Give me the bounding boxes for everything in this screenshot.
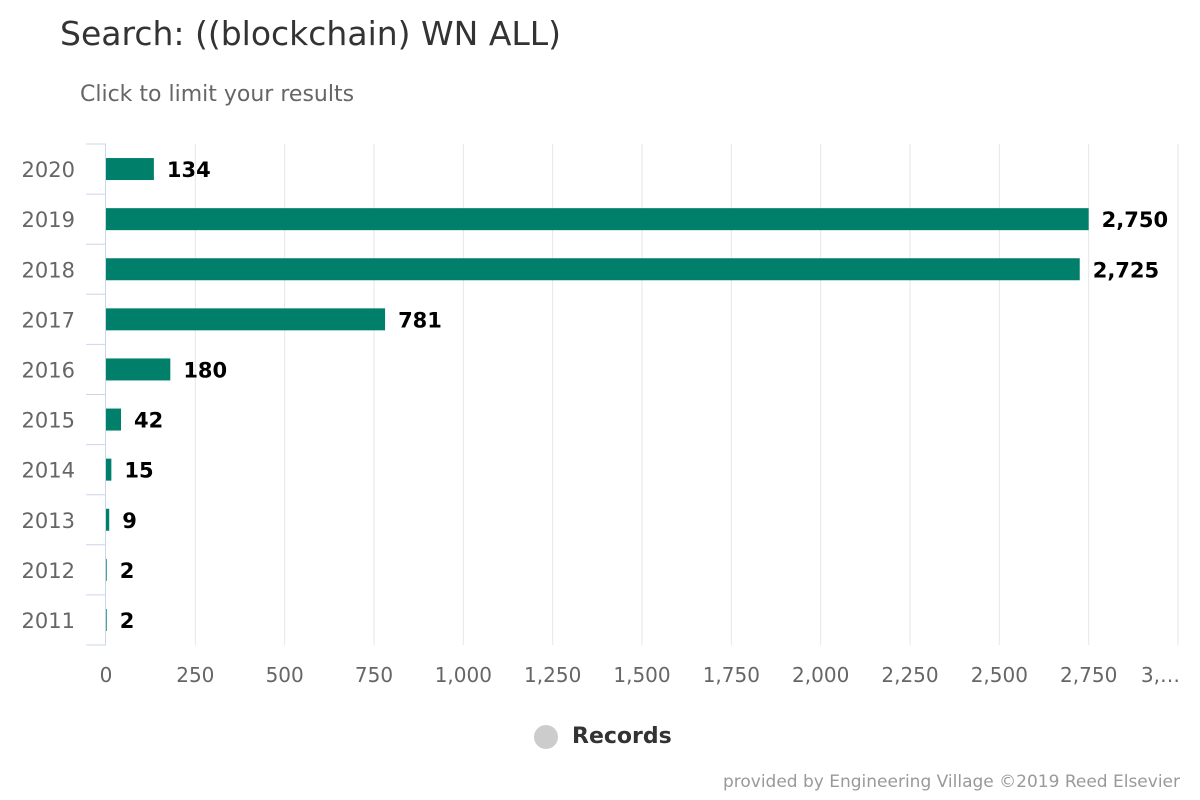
bar-2018[interactable] xyxy=(106,258,1080,281)
data-label-2017: 781 xyxy=(398,308,442,332)
bar-2016[interactable] xyxy=(106,358,171,381)
data-label-2011: 2 xyxy=(120,609,135,633)
legend-label: Records xyxy=(572,724,672,749)
bar-2017[interactable] xyxy=(106,308,386,331)
data-label-2019: 2,750 xyxy=(1102,208,1168,232)
y-tick-label-2012: 2012 xyxy=(22,559,75,583)
y-tick-label-2017: 2017 xyxy=(22,308,75,332)
y-tick-labels: 2020 2019 2018 2017 2016 2015 2014 2013 2012 2011 xyxy=(22,158,75,633)
bar-2012[interactable] xyxy=(106,558,107,581)
bar-2011[interactable] xyxy=(106,608,107,631)
y-tick-label-2019: 2019 xyxy=(22,208,75,232)
data-label-2014: 15 xyxy=(124,459,153,483)
y-tick-label-2013: 2013 xyxy=(22,509,75,533)
y-tick-label-2018: 2018 xyxy=(22,258,75,282)
credits-link[interactable]: provided by Engineering Village ©2019 Re… xyxy=(722,772,1180,792)
y-tick-label-2020: 2020 xyxy=(22,158,75,182)
x-tick-label: 1,000 xyxy=(435,663,492,687)
x-tick-label: 2,250 xyxy=(881,663,938,687)
chart-subtitle: Click to limit your results xyxy=(80,82,355,107)
bar-2019[interactable] xyxy=(106,208,1089,231)
data-labels: 134 2,750 2,725 781 180 42 15 9 2 2 xyxy=(120,158,1168,633)
bars xyxy=(106,158,1089,631)
y-axis xyxy=(86,143,106,646)
bar-2013[interactable] xyxy=(106,508,110,531)
x-tick-label: 1,500 xyxy=(613,663,670,687)
x-tick-label: 2,500 xyxy=(971,663,1028,687)
x-tick-label: 2,000 xyxy=(792,663,849,687)
x-tick-label: 0 xyxy=(100,663,113,687)
x-tick-label: 2,750 xyxy=(1060,663,1117,687)
bar-2014[interactable] xyxy=(106,458,112,481)
data-label-2020: 134 xyxy=(167,158,211,182)
x-tick-label: 1,250 xyxy=(524,663,581,687)
y-tick-label-2016: 2016 xyxy=(22,358,75,382)
x-tick-labels: 0 250 500 750 1,000 1,250 1,500 1,750 2,000 2,250… xyxy=(100,663,1180,687)
data-label-2016: 180 xyxy=(183,358,227,382)
y-tick-label-2011: 2011 xyxy=(22,609,75,633)
chart-title: Search: ((blockchain) WN ALL) xyxy=(60,14,562,53)
x-tick-label: 750 xyxy=(355,663,393,687)
data-label-2015: 42 xyxy=(134,409,163,433)
bar-2015[interactable] xyxy=(106,408,122,431)
legend-marker xyxy=(534,724,558,749)
y-tick-label-2014: 2014 xyxy=(22,459,75,483)
x-tick-label: 3,… xyxy=(1141,663,1180,687)
data-label-2013: 9 xyxy=(122,509,137,533)
legend-item-records[interactable]: Records xyxy=(534,724,672,749)
x-tick-label: 1,750 xyxy=(703,663,760,687)
data-label-2012: 2 xyxy=(120,559,135,583)
bar-2020[interactable] xyxy=(106,158,154,181)
x-tick-label: 250 xyxy=(176,663,214,687)
data-label-2018: 2,725 xyxy=(1093,258,1159,282)
x-tick-label: 500 xyxy=(266,663,304,687)
y-tick-label-2015: 2015 xyxy=(22,409,75,433)
